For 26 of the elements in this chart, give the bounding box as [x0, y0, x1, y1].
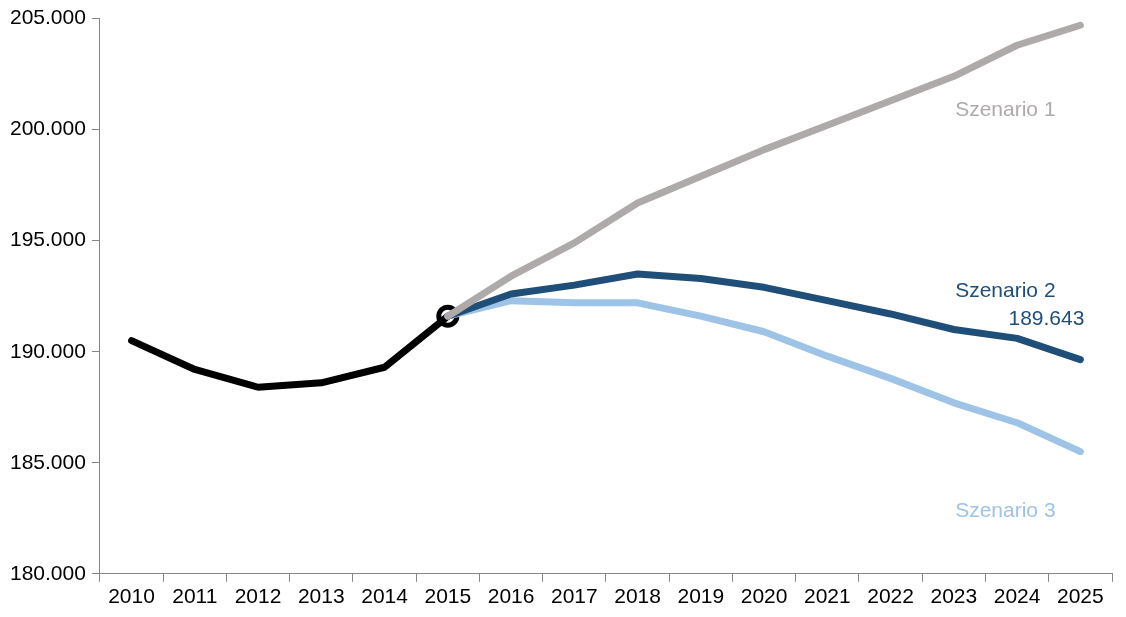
x-tick-label: 2013 [297, 584, 345, 608]
y-tick-label: 190.000 [9, 338, 86, 362]
x-tick-label: 2010 [108, 584, 155, 608]
series-label: Szenario 2 [955, 278, 1056, 302]
y-tick-label: 195.000 [9, 227, 86, 251]
y-tick-label: 205.000 [9, 5, 86, 29]
x-tick-label: 2023 [930, 584, 978, 608]
x-tick-label: 2018 [614, 584, 661, 608]
x-tick-label: 2012 [234, 584, 282, 608]
data-label: 189.643 [1008, 306, 1085, 330]
y-tick-label: 185.000 [9, 449, 86, 473]
y-tick-label: 200.000 [9, 116, 86, 140]
x-tick-label: 2024 [993, 584, 1041, 608]
text: Szenario 3 [955, 498, 1056, 522]
x-tick-label: 2025 [1057, 584, 1104, 608]
x-tick-label: 2022 [867, 584, 914, 608]
x-tick-label: 2021 [803, 584, 851, 608]
series-label: Szenario 1 [955, 97, 1056, 121]
x-tick-label: 2019 [677, 584, 725, 608]
x-tick-label: 2014 [361, 584, 409, 608]
x-tick-label: 2020 [740, 584, 788, 608]
x-tick-label: 2015 [424, 584, 472, 608]
x-tick-label: 2016 [487, 584, 535, 608]
x-tick-label: 2017 [550, 584, 598, 608]
y-tick-label: 180.000 [9, 560, 86, 584]
x-tick-label: 2011 [172, 584, 218, 608]
